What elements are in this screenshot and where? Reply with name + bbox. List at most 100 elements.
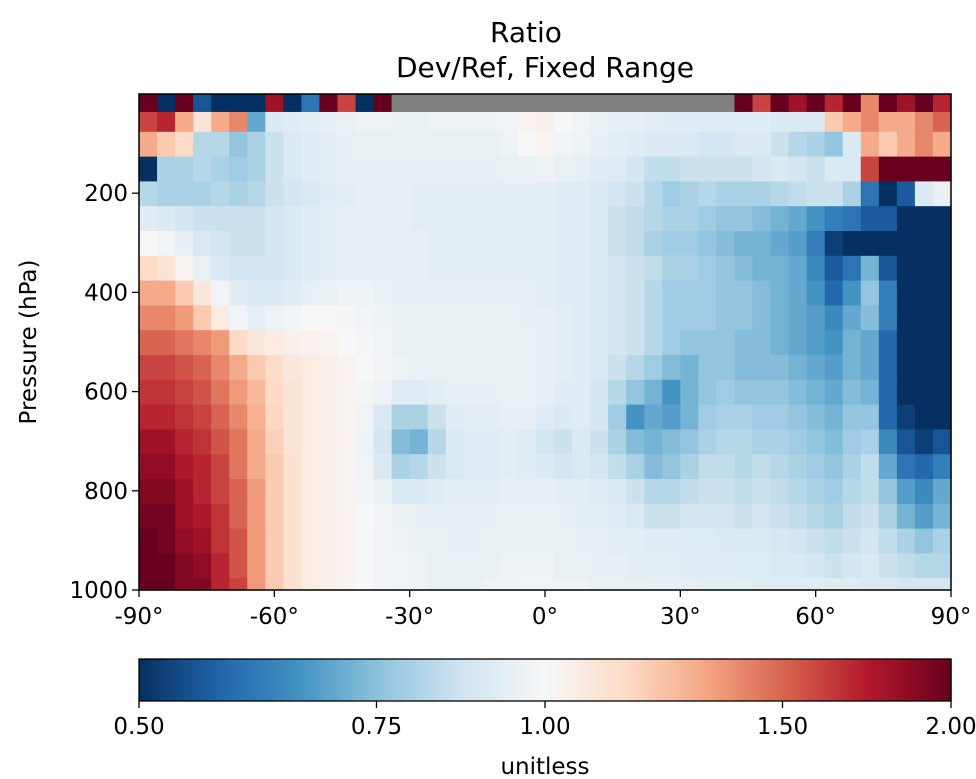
heatmap-cell [698, 180, 718, 207]
heatmap-cell [932, 478, 952, 504]
colorbar-segment [768, 659, 774, 701]
colorbar-segment [220, 659, 225, 701]
heatmap-cell [139, 528, 158, 554]
heatmap-cell [319, 156, 339, 182]
colorbar-segment [877, 659, 883, 701]
heatmap-cell [698, 528, 718, 554]
heatmap-cell [499, 230, 519, 256]
heatmap-cell [373, 428, 393, 455]
heatmap-cell [878, 354, 898, 380]
heatmap-cell [806, 180, 826, 207]
colorbar-segment [804, 659, 810, 701]
heatmap-cell [373, 230, 393, 256]
heatmap-cell [391, 503, 411, 529]
heatmap-cell [427, 453, 447, 479]
heatmap-cell [734, 404, 754, 430]
heatmap-cell [355, 478, 375, 504]
heatmap-cell [608, 111, 627, 132]
heatmap-cell [319, 205, 339, 231]
heatmap-cell [716, 478, 736, 504]
colorbar-segment [285, 659, 290, 701]
heatmap-cell [554, 230, 573, 256]
heatmap-cell [824, 131, 844, 157]
heatmap-cell [680, 304, 699, 331]
heatmap-cell [806, 453, 826, 479]
heatmap-cell [932, 577, 952, 591]
heatmap-cell [319, 577, 339, 591]
heatmap-cell [175, 180, 194, 207]
heatmap-cell [680, 478, 699, 504]
heatmap-cell [572, 329, 591, 355]
heatmap-cell [409, 156, 429, 182]
heatmap-cell [590, 503, 609, 529]
heatmap-cell [373, 453, 393, 479]
colorbar-segment [427, 659, 433, 701]
heatmap-cell [337, 156, 357, 182]
heatmap-cell [572, 503, 591, 529]
colorbar-segment [212, 659, 217, 701]
heatmap-cell [608, 329, 627, 355]
heatmap-cell [409, 111, 429, 132]
heatmap-cell [337, 379, 357, 405]
heatmap-cell [644, 453, 663, 479]
heatmap-cell [175, 156, 194, 182]
heatmap-cell [517, 577, 537, 591]
y-tick-label: 200 [84, 181, 128, 207]
heatmap-cell [698, 428, 718, 455]
colorbar-segment [841, 659, 847, 701]
heatmap-cell [211, 379, 230, 405]
heatmap-cell [716, 255, 736, 281]
colorbar-segment [199, 659, 205, 701]
heatmap-cell [842, 180, 862, 207]
colorbar-segment [321, 659, 327, 701]
heatmap-cell [265, 453, 284, 479]
heatmap-cell [896, 503, 916, 529]
colorbar-segment [837, 659, 843, 701]
heatmap-cell [211, 304, 230, 331]
heatmap-cell [932, 94, 952, 112]
heatmap-cell [842, 453, 862, 479]
heatmap-cell [626, 131, 645, 157]
colorbar-segment [561, 659, 566, 701]
heatmap-cell [337, 205, 357, 231]
colorbar-segment [297, 659, 303, 701]
heatmap-cell [662, 205, 681, 231]
heatmap-cell [463, 354, 483, 380]
colorbar-segment [370, 659, 376, 701]
heatmap-cell [932, 205, 952, 231]
colorbar-segment [845, 659, 851, 701]
colorbar-segment [906, 659, 912, 701]
heatmap-cell [319, 552, 339, 579]
heatmap-cell [229, 404, 248, 430]
heatmap-cell [247, 131, 266, 157]
heatmap-cell [319, 528, 339, 554]
heatmap-cell [463, 304, 483, 331]
heatmap-cell [157, 552, 176, 579]
heatmap-cell [734, 111, 754, 132]
heatmap-cell [193, 329, 212, 355]
heatmap-cell [770, 428, 790, 455]
heatmap-cell [680, 503, 699, 529]
heatmap-cell [211, 230, 230, 256]
heatmap-cell [788, 205, 808, 231]
heatmap-cell [247, 354, 266, 380]
chart-title: Ratio [490, 16, 562, 49]
heatmap-cell [860, 230, 880, 256]
heatmap-cell [481, 404, 501, 430]
colorbar-segment [317, 659, 323, 701]
heatmap-cell [770, 478, 790, 504]
heatmap-cell [716, 280, 736, 306]
colorbar-segment [581, 659, 587, 701]
heatmap-cell [896, 428, 916, 455]
heatmap-cell [319, 131, 339, 157]
colorbar-segment [512, 659, 518, 701]
heatmap-cell [247, 577, 266, 591]
colorbar-segment [264, 659, 270, 701]
heatmap-cell [175, 503, 194, 529]
heatmap-cell [499, 428, 519, 455]
heatmap-cell [283, 379, 302, 405]
heatmap-cell [626, 478, 645, 504]
heatmap-cell [824, 180, 844, 207]
heatmap-cell [842, 503, 862, 529]
heatmap-cell [716, 404, 736, 430]
